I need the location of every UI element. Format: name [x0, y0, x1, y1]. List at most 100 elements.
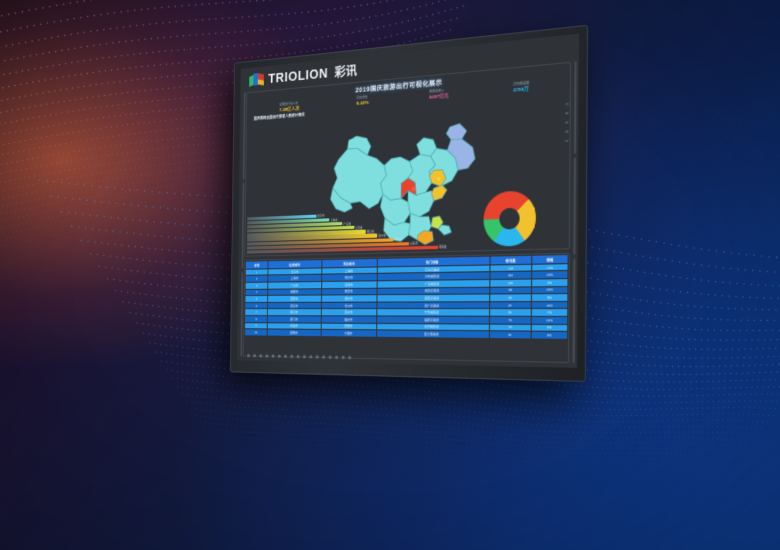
table-cell: 长沙市 — [320, 301, 377, 309]
y-tick: 1,000 — [245, 137, 246, 141]
table-cell: 128 — [489, 264, 532, 273]
kpi-label: 日均客运量 — [513, 80, 530, 87]
table-cell: 76 — [489, 316, 532, 324]
table-cell: 81 — [489, 308, 532, 317]
progress-group[interactable]: 广东江苏浙江山东 — [574, 169, 575, 254]
donut-ring[interactable] — [483, 189, 537, 248]
kpi-value: 9.43% — [356, 99, 369, 106]
card-scenic-distribution[interactable]: 国庆期间热门景点游客量分布统计 2,5002,0001,5001,0005000… — [241, 182, 245, 269]
funnel-bar[interactable]: 山东省 — [246, 241, 418, 250]
table-cell: 13% — [531, 316, 568, 325]
table-cell: 10% — [531, 271, 569, 280]
table-header-cell: 增幅 — [531, 254, 569, 265]
table-cell: 98 — [489, 286, 532, 295]
x-tick: 武汉 — [244, 170, 246, 177]
bezel-vent-dots — [245, 353, 354, 360]
y-tick: 500 — [245, 154, 246, 158]
funnel-bar[interactable]: 北京市 — [247, 214, 324, 221]
kpi-item: 同比增长 9.43% — [356, 94, 369, 106]
x-tick: 故宫 — [242, 259, 244, 266]
funnel-label: 湖北省 — [394, 237, 402, 242]
x-tick: 张家界 — [242, 257, 244, 266]
china-map[interactable] — [286, 96, 527, 254]
x-tick: 南京 — [244, 170, 246, 177]
table-row[interactable]: 9 青岛市 济南市 青济城际线 70 6% — [244, 322, 568, 332]
table-row[interactable]: 3 广州市 深圳市 广深城际线 105 9% — [245, 278, 568, 290]
funnel-bar[interactable]: 四川省 — [247, 233, 386, 242]
x-tick: 鼓浪屿 — [242, 257, 244, 266]
y-tick: 500 — [244, 247, 245, 251]
funnel-bar[interactable]: 上海市 — [247, 218, 338, 225]
x-tick: 外滩 — [242, 259, 244, 266]
region-donut-chart[interactable] — [483, 189, 537, 248]
card-transport-gauges[interactable]: 出行方式占比 铁路47.3%公路31.8%航空15.2% — [573, 61, 577, 155]
table-header-cell: 热门线路 — [377, 255, 490, 267]
card-title: 热门旅游出行线路占比统计 — [242, 273, 243, 282]
progress-row[interactable]: 浙江 — [574, 217, 576, 224]
gauge-group[interactable]: 铁路47.3%公路31.8%航空15.2% — [575, 73, 577, 103]
table-cell: 重庆市 — [321, 287, 377, 296]
progress-row[interactable]: 广东 — [575, 180, 576, 187]
table-cell: 宁苏城际线 — [376, 308, 490, 317]
kpi-item: 全国出行总人次 7.28亿人次 — [279, 101, 299, 113]
table-header-row: 序号 出发城市 到达城市 热门线路 客流量 增幅 — [245, 254, 569, 270]
card-traveler-ranking[interactable]: 国庆期间热门旅客人数出行排名 第一名第二名第三名 2,0001,5001,000… — [242, 92, 246, 180]
table-cell: 福州市 — [320, 315, 377, 324]
table-row[interactable]: 8 厦门市 福州市 福厦高铁线 76 13% — [244, 315, 568, 325]
x-tick: 九寨沟 — [242, 257, 244, 266]
progress-row[interactable]: 山东 — [574, 235, 576, 242]
table-row[interactable]: 6 武汉市 长沙市 武广高铁线 87 11% — [244, 301, 568, 310]
table-row[interactable]: 5 西安市 郑州市 郑西高铁线 92 8% — [244, 293, 568, 303]
table-cell: 北京市 — [268, 267, 322, 276]
table-cell: 厦门市 — [267, 315, 321, 323]
table-row[interactable]: 10 昆明市 大理市 昆大铁路线 64 9% — [244, 328, 568, 340]
funnel-bar[interactable]: 河南省 — [246, 245, 447, 254]
funnel-label: 广东省 — [343, 222, 351, 226]
x-tick: 长沙 — [244, 170, 246, 177]
table-row[interactable]: 2 上海市 杭州市 沪杭城际线 116 10% — [245, 271, 569, 283]
table-cell: 大理市 — [320, 329, 377, 338]
table-row[interactable]: 7 南京市 苏州市 宁苏城际线 81 7% — [244, 308, 568, 317]
left-column: 国庆期间热门旅客人数出行排名 第一名第二名第三名 2,0001,5001,000… — [240, 92, 246, 357]
table-cell: 广深城际线 — [376, 279, 490, 288]
kpi-item: 旅游总收入 6497亿元 — [429, 88, 449, 100]
table-header-cell: 出发城市 — [268, 259, 322, 269]
table-body[interactable]: 1 北京市 上海市 京沪高铁线 128 12% 2 上海市 杭州市 沪杭城际线 116 10% 3 广州市… — [244, 263, 569, 340]
x-tick: 北京 — [244, 170, 246, 177]
table-row[interactable]: 4 成都市 重庆市 成渝高铁线 98 15% — [245, 286, 568, 296]
card-title: 景区客流量分时段统计 — [574, 260, 575, 270]
table-cell: 8 — [244, 315, 268, 323]
funnel-label: 上海市 — [330, 218, 338, 222]
card-body: 自驾出行铁路出行航空出行公路出行其他 — [241, 282, 242, 356]
card-timeslot-stacked[interactable]: 景区客流量分时段统计 上午下午晚间 10080604020010月1日10月2日… — [572, 258, 576, 364]
funnel-label: 北京市 — [317, 214, 325, 219]
card-province-monitor[interactable]: 各省客流实时监测 广东江苏浙江山东 — [573, 157, 577, 256]
table-cell: 杭州市 — [321, 273, 378, 282]
funnel-bar[interactable]: 江苏省 — [247, 226, 362, 233]
table-cell: 3 — [245, 282, 269, 290]
funnel-label: 四川省 — [378, 234, 386, 238]
table-cell: 87 — [489, 301, 532, 309]
x-tick: 丽江 — [242, 259, 244, 266]
table-cell: 上海市 — [321, 266, 378, 275]
table-cell: 青岛市 — [267, 322, 321, 330]
card-route-share-pie[interactable]: 热门旅游出行线路占比统计 自驾出行铁路出行航空出行公路出行其他 — [240, 271, 244, 357]
progress-row[interactable]: 江苏 — [575, 199, 576, 206]
x-tick: 10月5日 — [574, 348, 576, 359]
funnel-bar[interactable]: 广东省 — [247, 222, 351, 229]
card-route-table[interactable]: 序号 出发城市 到达城市 热门线路 客流量 增幅 1 北京市 上海市 京沪高铁线 128 12% 2 上… — [242, 252, 570, 364]
x-tick: 上海 — [244, 170, 246, 177]
funnel-bar[interactable]: 湖北省 — [247, 237, 402, 246]
funnel-label: 江苏省 — [355, 226, 363, 230]
card-map-overview[interactable]: 2019国庆旅游出行可视化展示 全国出行总人次 7.28亿人次 同比增长 9.43% 旅… — [244, 61, 572, 257]
table-row[interactable]: 1 北京市 上海市 京沪高铁线 128 12% — [245, 263, 569, 276]
source-ranking-bars[interactable]: 北京市上海市广东省 江苏省 浙江省 四川省湖北省 山东省 河南省 — [246, 210, 447, 254]
route-table[interactable]: 序号 出发城市 到达城市 热门线路 客流量 增幅 1 北京市 上海市 京沪高铁线 128 12% 2 上… — [244, 254, 569, 340]
x-tick: 10月4日 — [574, 348, 576, 359]
funnel-bar[interactable]: 浙江省 — [247, 229, 374, 238]
triolion-logo-icon — [249, 72, 264, 87]
y-tick: 0 — [243, 260, 244, 264]
map-area: 北京市 上海市 广东省 江苏省 浙江省 四川省 湖北省 山东省 河南省 70 56 42 28 14 — [245, 99, 570, 256]
x-tick: 黄山 — [242, 259, 244, 266]
table-cell: 11% — [531, 301, 568, 309]
